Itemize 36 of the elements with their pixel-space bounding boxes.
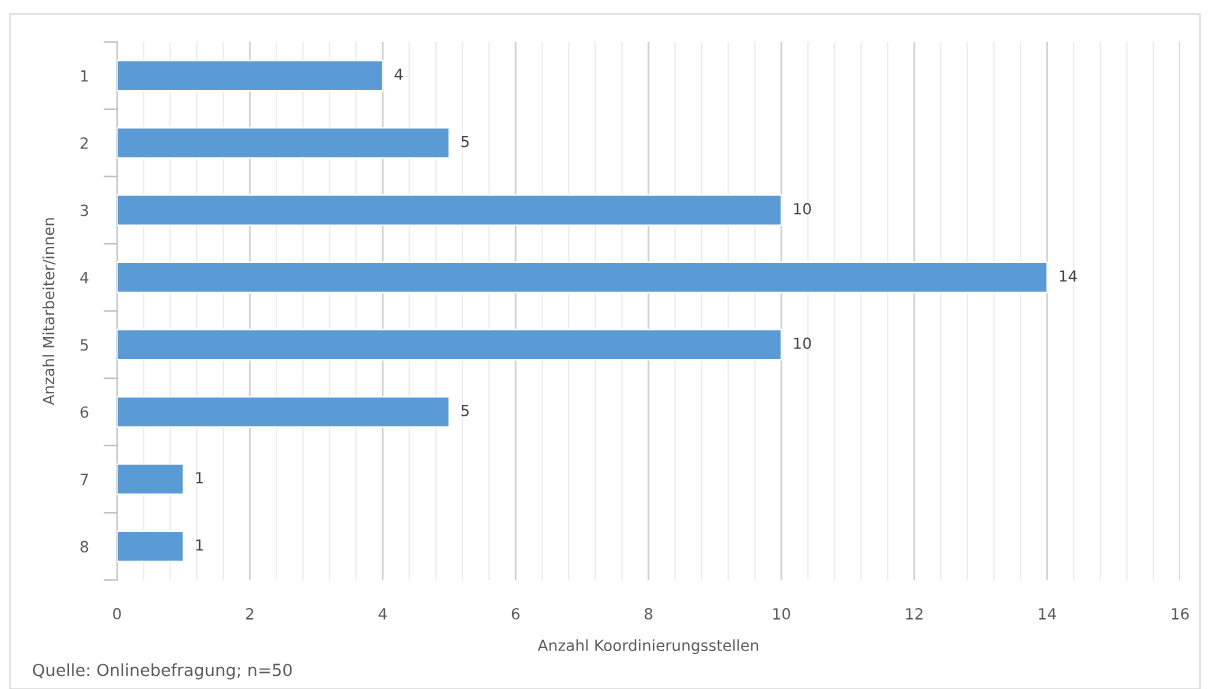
y-tick-label: 8: [80, 540, 89, 553]
y-tick-label: 1: [81, 70, 88, 82]
data-label: 10: [794, 337, 811, 350]
data-label: 14: [1059, 270, 1077, 282]
x-tick-label: 10: [773, 608, 791, 620]
data-label: 1: [196, 472, 203, 484]
x-tick-label: 0: [113, 608, 121, 620]
y-tick-label: 4: [80, 272, 89, 284]
data-label: 10: [794, 203, 811, 215]
y-tick-label: 5: [80, 339, 88, 351]
y-tick-label: 2: [80, 137, 88, 149]
x-tick-label: 16: [1171, 608, 1189, 620]
x-tick-label: 12: [906, 608, 923, 620]
bar: [117, 396, 450, 428]
y-tick-label: 3: [80, 204, 88, 217]
x-axis-title: Anzahl Koordinierungsstellen: [537, 639, 759, 655]
data-label: 4: [394, 68, 403, 80]
x-tick-label: 2: [246, 608, 254, 620]
data-label: 5: [461, 404, 469, 417]
data-label: 5: [461, 135, 469, 148]
y-tick-label: 7: [80, 473, 88, 485]
bar: [117, 194, 783, 226]
bar: [117, 328, 783, 361]
source-note: Quelle: Onlinebefragung; n=50: [32, 663, 292, 680]
x-tick-label: 8: [644, 608, 653, 620]
y-axis-title: Anzahl Mitarbeiter/innen: [42, 218, 56, 405]
bar: [117, 261, 1048, 294]
y-tick-label: 6: [80, 406, 89, 418]
bar: [117, 463, 185, 495]
bar: [117, 59, 384, 92]
x-tick-label: 4: [378, 608, 387, 620]
x-tick-label: 6: [511, 608, 520, 620]
data-label: 1: [196, 539, 203, 551]
bar: [117, 530, 185, 563]
x-tick-label: 14: [1039, 608, 1056, 620]
bar: [117, 127, 450, 159]
